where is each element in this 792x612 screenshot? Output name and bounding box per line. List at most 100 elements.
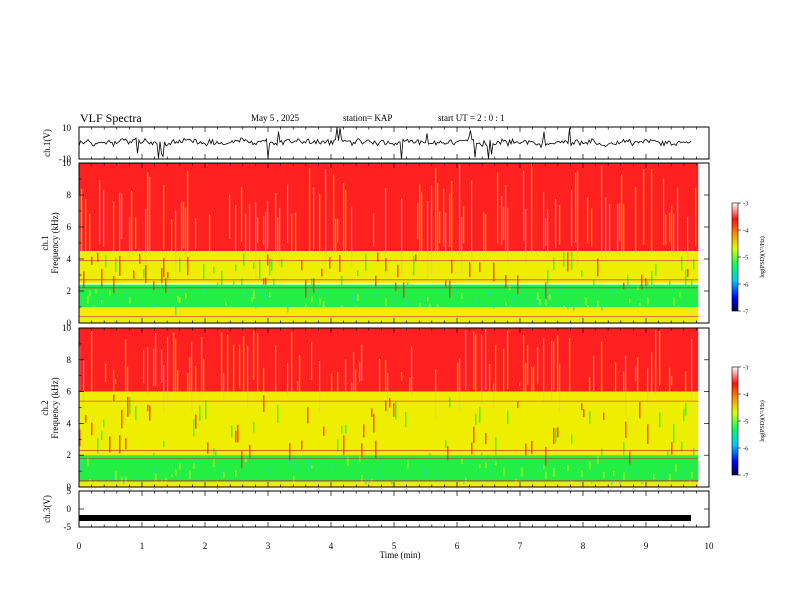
spec-column bbox=[601, 306, 603, 311]
spec-column bbox=[375, 290, 377, 298]
spec-column bbox=[153, 281, 155, 291]
spec-column bbox=[551, 340, 553, 401]
spec-column bbox=[147, 404, 149, 412]
spec-column bbox=[545, 282, 547, 299]
spec-column bbox=[693, 259, 695, 270]
spec-column bbox=[557, 427, 559, 438]
spec-column bbox=[291, 332, 293, 394]
spec-column bbox=[527, 345, 529, 385]
spec-column bbox=[163, 365, 165, 414]
spec-column bbox=[427, 297, 429, 302]
spec-column bbox=[589, 377, 591, 398]
spec-column bbox=[651, 168, 653, 252]
spec-column bbox=[365, 477, 367, 485]
spec-column bbox=[111, 474, 113, 483]
spec-column bbox=[539, 299, 541, 305]
spec-band-moderate bbox=[79, 391, 699, 456]
spec-column bbox=[615, 362, 617, 405]
spec-column bbox=[669, 367, 671, 419]
spec-column bbox=[233, 344, 235, 395]
spec-column bbox=[183, 202, 185, 249]
spec-column bbox=[87, 296, 89, 304]
spec-column bbox=[263, 395, 265, 412]
spec-column bbox=[691, 301, 693, 307]
spec-column bbox=[233, 280, 235, 293]
spec-column bbox=[319, 298, 321, 305]
spec-column bbox=[153, 348, 155, 387]
spec-column bbox=[265, 277, 267, 285]
x-tick-label: 5 bbox=[392, 541, 397, 551]
spec-column bbox=[671, 442, 673, 455]
spec-column bbox=[235, 204, 237, 251]
spec-column bbox=[417, 202, 419, 240]
spec-column bbox=[221, 469, 223, 474]
spec-column bbox=[375, 440, 377, 459]
spec-column bbox=[133, 270, 135, 279]
spec-column bbox=[245, 457, 247, 463]
spec-column bbox=[279, 207, 281, 266]
spec-column bbox=[297, 380, 299, 391]
spec-column bbox=[605, 197, 607, 260]
spec-column bbox=[471, 442, 473, 455]
spec-column bbox=[545, 218, 547, 246]
spec-column bbox=[333, 174, 335, 273]
spec-column bbox=[161, 268, 163, 284]
spec-column bbox=[525, 208, 527, 263]
spec-column bbox=[641, 274, 643, 290]
spec-column bbox=[319, 360, 321, 412]
spec-column bbox=[155, 333, 157, 387]
colorbar-tick-label: -7 bbox=[743, 309, 749, 316]
spec-column bbox=[573, 305, 575, 311]
spec-column bbox=[495, 437, 497, 457]
spec-column bbox=[81, 188, 83, 263]
spec-column bbox=[147, 172, 149, 253]
spec-column bbox=[113, 276, 115, 294]
y-tick-label: 2 bbox=[67, 450, 72, 460]
spec-column bbox=[153, 303, 155, 308]
spec-column bbox=[581, 270, 583, 277]
spec-column bbox=[85, 415, 87, 423]
spec-column bbox=[325, 169, 327, 265]
spec-column bbox=[363, 424, 365, 438]
spec-column bbox=[109, 290, 111, 296]
spec-column bbox=[217, 282, 219, 296]
spec-column bbox=[407, 460, 409, 469]
spec-column bbox=[259, 285, 261, 294]
spec-band-low bbox=[79, 307, 699, 323]
spec-column bbox=[511, 297, 513, 302]
spec-column bbox=[623, 472, 625, 480]
spec-column bbox=[321, 268, 323, 277]
spec-column bbox=[479, 262, 481, 272]
spec-column bbox=[115, 379, 117, 384]
spec-column bbox=[553, 257, 555, 271]
ch3-x-ticks bbox=[78, 491, 710, 527]
ch1-x-ticks bbox=[78, 127, 710, 159]
spec-column bbox=[547, 295, 549, 299]
spec-column bbox=[243, 253, 245, 266]
spec-column bbox=[593, 468, 595, 475]
spec-column bbox=[661, 471, 663, 480]
spec-column bbox=[143, 268, 145, 278]
spec-column bbox=[495, 461, 497, 466]
spec-column bbox=[577, 170, 579, 266]
y-tick-label: 0 bbox=[67, 482, 72, 492]
spec-column bbox=[89, 478, 91, 485]
colorbar-tick-label: -6 bbox=[743, 282, 749, 289]
spec-column bbox=[357, 270, 359, 277]
y-tick-label: -5 bbox=[64, 522, 72, 532]
spec-column bbox=[449, 397, 451, 408]
spec-column bbox=[337, 372, 339, 398]
spec-column bbox=[639, 401, 641, 419]
spec-column bbox=[113, 394, 115, 401]
y-tick-label: 5 bbox=[67, 486, 72, 496]
spec-column bbox=[213, 458, 215, 468]
spec-column bbox=[421, 192, 423, 273]
spec-column bbox=[193, 419, 195, 437]
spec-column bbox=[421, 464, 423, 469]
x-tick-label: 3 bbox=[266, 541, 271, 551]
spec-column bbox=[149, 176, 151, 255]
spec-column bbox=[265, 211, 267, 264]
spec-column bbox=[569, 338, 571, 401]
spec-column bbox=[371, 479, 373, 488]
